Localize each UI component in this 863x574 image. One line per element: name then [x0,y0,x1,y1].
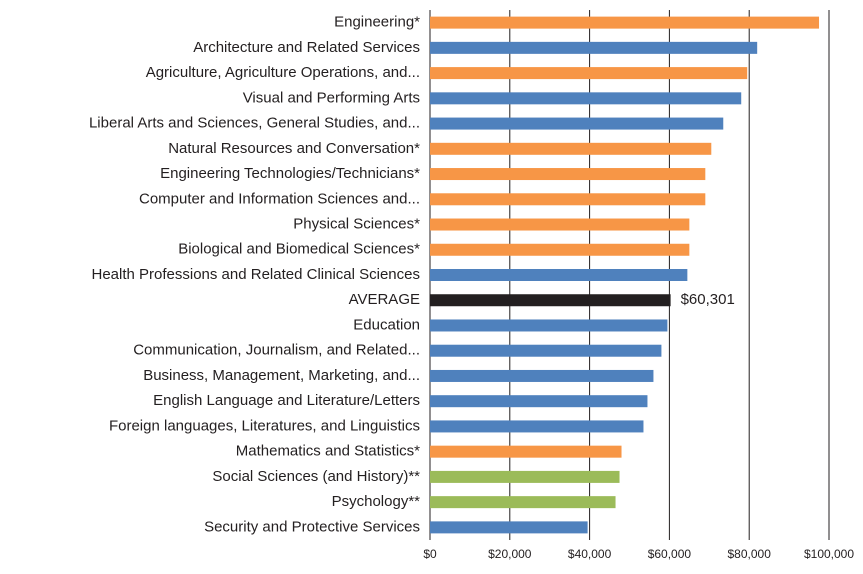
x-tick-label: $100,000 [804,547,854,561]
y-tick-label: Engineering Technologies/Technicians* [160,165,420,182]
y-tick-label: Computer and Information Sciences and... [139,190,420,207]
x-tick-label: $80,000 [728,547,772,561]
bar [430,168,706,181]
data-label: $60,301 [681,291,735,308]
y-tick-label: Liberal Arts and Sciences, General Studi… [89,115,420,132]
y-tick-label: Psychology** [332,493,421,510]
bar [430,142,712,155]
bar [430,445,622,458]
bar [430,420,644,433]
x-tick-label: $60,000 [648,547,692,561]
y-tick-label: Social Sciences (and History)** [212,468,420,485]
bar [430,243,690,256]
bar [430,294,671,307]
bar [430,369,654,382]
bar [430,269,688,281]
bar [430,117,724,130]
y-tick-label: Mathematics and Statistics* [236,443,420,460]
bar [430,319,668,332]
bar [430,470,620,483]
x-tick-label: $20,000 [488,547,532,561]
bar [430,67,748,80]
y-tick-label: Communication, Journalism, and Related..… [133,342,420,359]
y-tick-label: Physical Sciences* [293,215,420,232]
bar [430,92,742,105]
y-tick-label: English Language and Literature/Letters [153,392,420,409]
bar [430,41,758,54]
bar [430,193,706,206]
bar [430,218,690,231]
y-tick-label: Biological and Biomedical Sciences* [178,241,420,258]
y-tick-label: Architecture and Related Services [193,39,420,56]
y-tick-label: Business, Management, Marketing, and... [143,367,420,384]
bar [430,395,648,408]
y-tick-label: Education [353,316,420,333]
x-tick-label: $0 [423,547,437,561]
y-tick-label: Natural Resources and Conversation* [168,140,420,157]
x-tick-label: $40,000 [568,547,612,561]
y-tick-label: Foreign languages, Literatures, and Ling… [109,417,420,434]
y-tick-label: Agriculture, Agriculture Operations, and… [146,64,420,81]
y-tick-label: Visual and Performing Arts [243,89,420,106]
y-tick-label: Engineering* [334,14,420,31]
bar [430,521,588,534]
y-tick-label: Security and Protective Services [204,518,420,535]
bar [430,344,662,357]
y-tick-label: Health Professions and Related Clinical … [91,266,420,283]
bar [430,496,616,509]
bar [430,16,820,29]
y-tick-label: AVERAGE [349,291,420,308]
